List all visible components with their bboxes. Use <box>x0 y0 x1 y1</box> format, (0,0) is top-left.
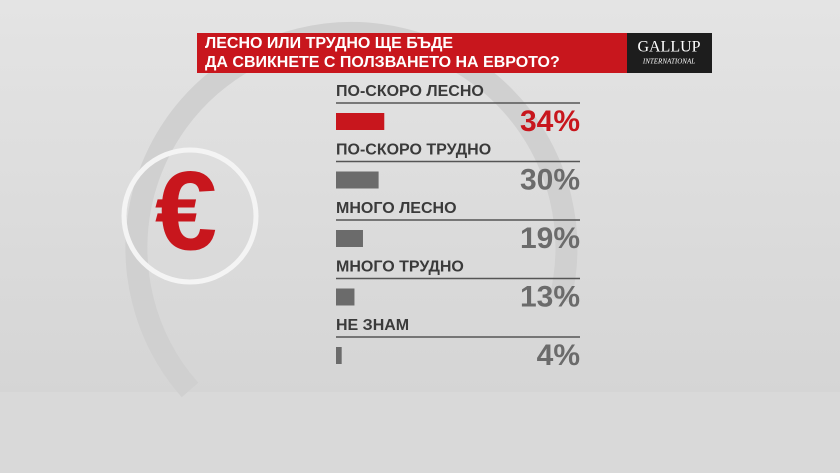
category-label: ПО-СКОРО ТРУДНО <box>336 142 491 159</box>
title-line: ДА СВИКНЕТЕ С ПОЛЗВАНЕТО НА ЕВРОТО? <box>205 54 560 71</box>
category-label: ПО-СКОРО ЛЕСНО <box>336 83 484 100</box>
category-label: МНОГО ТРУДНО <box>336 259 464 276</box>
bar <box>336 347 342 364</box>
title-box <box>197 33 627 73</box>
value-label: 19% <box>520 222 580 255</box>
value-label: 34% <box>520 105 580 138</box>
category-label: МНОГО ЛЕСНО <box>336 200 457 217</box>
symbol-ring <box>121 147 259 285</box>
bar <box>336 288 355 306</box>
bar <box>336 113 385 130</box>
euro-symbol: € <box>155 149 217 274</box>
logo-text: GALLUP <box>637 39 700 56</box>
value-label: 13% <box>520 280 580 313</box>
bar <box>336 230 363 247</box>
value-label: 4% <box>537 339 580 372</box>
bar <box>336 171 379 189</box>
logo-subtext: INTERNATIONAL <box>642 58 695 66</box>
value-label: 30% <box>520 163 580 196</box>
logo-box <box>627 33 712 73</box>
title-line: ЛЕСНО ИЛИ ТРУДНО ЩЕ БЪДЕ <box>205 35 453 52</box>
category-label: НЕ ЗНАМ <box>336 317 409 334</box>
floor <box>0 392 840 473</box>
